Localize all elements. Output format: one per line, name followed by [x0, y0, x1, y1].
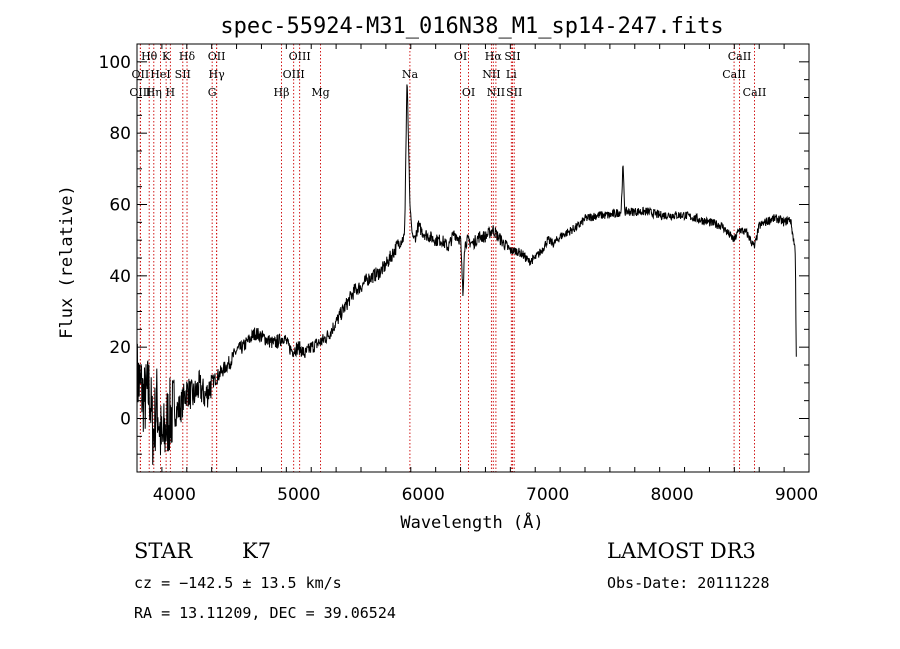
- spectral-line-label: Na: [402, 68, 419, 81]
- y-axis-label: Flux (relative): [57, 185, 77, 339]
- spectral-line-label: SII: [175, 68, 191, 81]
- spectrum-line: [136, 84, 797, 465]
- spectral-line-label: Hθ: [141, 50, 158, 63]
- spectral-line-label: CaII: [722, 68, 746, 81]
- x-tick-label: 9000: [775, 485, 818, 505]
- spectral-line-label: OIII: [129, 86, 151, 99]
- chart-title: spec-55924-M31_016N38_M1_sp14-247.fits: [220, 14, 723, 39]
- y-tick-label: 20: [109, 338, 131, 358]
- spectral-line-label: SII: [506, 86, 522, 99]
- spectral-line-label: SII: [504, 50, 520, 63]
- ra-dec-coordinates: RA = 13.11209, DEC = 39.06524: [134, 604, 396, 622]
- y-tick-label: 40: [109, 267, 131, 287]
- x-axis-label: Wavelength (Å): [400, 511, 543, 533]
- spectral-line-label: Hδ: [179, 50, 196, 63]
- spectral-line-label: OI: [454, 50, 467, 63]
- spectral-line-label: Hη: [146, 86, 162, 99]
- x-tick-label: 7000: [526, 485, 569, 505]
- axis-ticks: 4000 5000 6000 7000 8000 9000 0 20 40 60 80 100: [99, 43, 818, 505]
- spectral-line-label: K: [162, 50, 171, 63]
- spectral-line-label: Hα: [485, 50, 503, 63]
- spectral-line-markers: [139, 44, 755, 472]
- spectral-line-label: OIII: [289, 50, 311, 63]
- spectral-line-label: Hγ: [209, 68, 226, 81]
- redshift-velocity: cz = −142.5 ± 13.5 km/s: [134, 574, 342, 592]
- x-tick-label: 5000: [277, 485, 320, 505]
- spectral-line-label: OII: [132, 68, 150, 81]
- spectral-line-label: H: [166, 86, 176, 99]
- object-subclass: K7: [242, 539, 272, 563]
- spectral-line-label: Li: [506, 68, 517, 81]
- y-tick-label: 80: [109, 124, 131, 144]
- y-tick-label: 0: [120, 410, 131, 430]
- x-tick-label: 8000: [650, 485, 693, 505]
- spectral-line-label: NII: [482, 68, 500, 81]
- spectral-line-label: OI: [462, 86, 475, 99]
- spectral-line-label: Mg: [311, 86, 329, 99]
- spectral-line-label: G: [208, 86, 217, 99]
- spectral-line-label: OII: [208, 50, 226, 63]
- observation-date: Obs-Date: 20111228: [607, 574, 770, 592]
- plot-frame: [136, 43, 810, 473]
- x-tick-label: 4000: [153, 485, 196, 505]
- spectral-line-label: NII: [487, 86, 505, 99]
- object-class: STAR: [134, 539, 193, 563]
- y-tick-label: 100: [99, 53, 131, 73]
- spectral-line-label: CaII: [743, 86, 767, 99]
- x-tick-label: 6000: [402, 485, 445, 505]
- spectral-line-label: HeI: [150, 68, 170, 81]
- survey-name: LAMOST DR3: [607, 539, 756, 563]
- y-tick-label: 60: [109, 196, 131, 216]
- spectral-line-label: Hβ: [274, 86, 290, 99]
- spectral-line-label: OIII: [283, 68, 305, 81]
- spectral-line-label: CaII: [728, 50, 752, 63]
